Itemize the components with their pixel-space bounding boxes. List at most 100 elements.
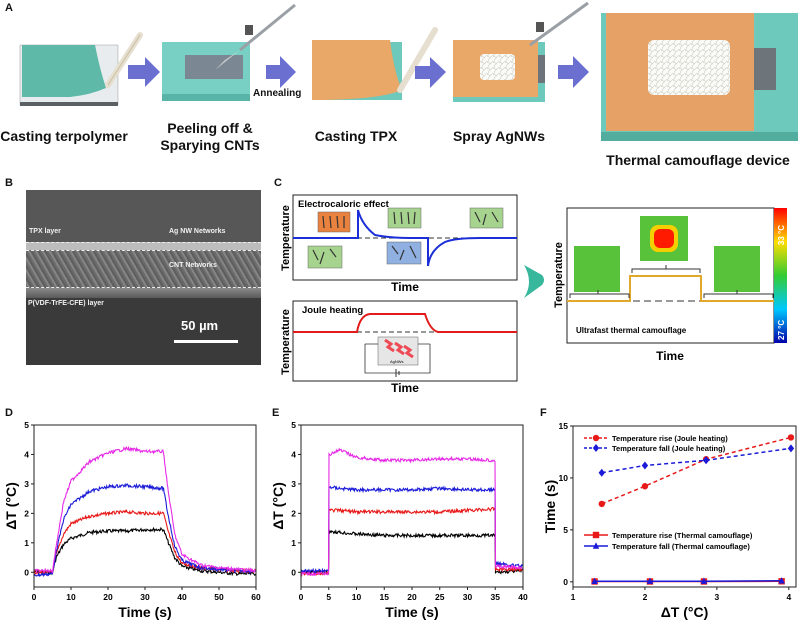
y-tick-label: 5 — [563, 525, 568, 535]
series-line-black — [300, 529, 524, 576]
legend-label: Temperature rise (Thermal camouflage) — [612, 531, 753, 540]
x-tick-label: 2 — [643, 592, 648, 602]
chart-f: 1 2 3 4 0 5 10 15 ΔT (°C) Time (s) Temperature ris… — [542, 421, 797, 620]
thermal-camouflage-ylabel: Temperature — [553, 242, 565, 308]
y-axis-label: ΔT (°C) — [3, 482, 19, 530]
x-tick-label: 10 — [352, 592, 362, 602]
step-1-substrate — [19, 44, 119, 106]
plot-frame — [300, 424, 524, 588]
step-caption-casting-tpx: Casting TPX — [314, 128, 398, 144]
annotation-tpx-layer: TPX layer — [29, 228, 61, 235]
panel-label-f: F — [540, 407, 547, 419]
tpx-agnw-layer — [26, 242, 261, 250]
annotation-agnw-networks: Ag NW Networks — [169, 228, 226, 235]
thermal-camouflage-curve — [567, 275, 774, 302]
series-line-temperature-fall-joule-heating- — [601, 447, 792, 474]
panel-c-schematics: Electrocaloric effect Time Temperature A… — [280, 194, 787, 395]
y-axis-label: Time (s) — [542, 480, 558, 533]
step-5-device — [601, 13, 798, 141]
colorbar — [774, 208, 787, 343]
series-line-temperature-fall-thermal-camouflage- — [594, 580, 782, 583]
y-tick-label: 5 — [291, 420, 296, 430]
series-line-magenta — [300, 447, 524, 577]
colorbar-min-label: 27 °C — [777, 320, 786, 340]
process-arrow-1 — [128, 57, 160, 87]
y-tick-label: 5 — [24, 420, 29, 430]
x-tick-label: 20 — [103, 592, 113, 602]
data-point — [591, 577, 598, 584]
y-tick-label: 2 — [24, 508, 29, 518]
transition-arrow — [524, 265, 544, 298]
electrocaloric-ylabel: Temperature — [280, 205, 292, 271]
y-tick-label: 0 — [24, 567, 29, 577]
joule-heating-xlabel: Time — [391, 381, 419, 395]
series-line-magenta — [33, 445, 257, 575]
x-tick-label: 1 — [571, 592, 576, 602]
y-tick-label: 3 — [24, 479, 29, 489]
electrocaloric-xlabel: Time — [391, 280, 419, 294]
step-caption-spray-agnws: Spray AgNWs — [452, 128, 546, 144]
y-tick-label: 1 — [24, 538, 29, 548]
data-point — [641, 483, 649, 490]
step-caption-line1: Peeling off & — [167, 120, 253, 136]
thermal-image-off-2 — [714, 246, 760, 292]
legend-label: Temperature fall (Joule heating) — [612, 444, 726, 453]
sem-image: TPX layer Ag NW Networks CNT Networks P(… — [26, 190, 261, 365]
joule-heating-title: Joule heating — [302, 305, 363, 316]
plot-frame — [572, 425, 797, 588]
x-tick-label: 40 — [518, 592, 528, 602]
step-4-agnw — [453, 40, 545, 102]
annealing-label: Annealing — [253, 88, 301, 99]
step-3-tpx — [312, 40, 402, 100]
svg-text:AgNWs: AgNWs — [390, 359, 404, 364]
data-point — [641, 461, 649, 470]
pipette-icon-2 — [397, 27, 438, 93]
x-tick-label: 60 — [251, 592, 261, 602]
x-tick-label: 25 — [435, 592, 445, 602]
annotation-pvdf-layer: P(VDF-TrFE-CFE) layer — [28, 300, 104, 307]
panel-label-a: A — [5, 2, 13, 14]
x-tick-label: 5 — [326, 592, 331, 602]
process-arrow-2 — [266, 56, 296, 88]
x-tick-label: 20 — [407, 592, 417, 602]
legend-marker — [592, 444, 600, 452]
legend-marker — [592, 434, 600, 442]
x-axis-label: Time (s) — [118, 604, 171, 620]
series-line-temperature-rise-joule-heating- — [601, 436, 792, 505]
y-tick-label: 10 — [559, 473, 569, 483]
joule-heating-ylabel: Temperature — [280, 309, 292, 375]
step-caption-device: Thermal camouflage device — [606, 152, 790, 168]
legend-marker — [592, 531, 600, 539]
panel-label-c: C — [274, 177, 282, 189]
thermal-image-off-1 — [574, 246, 620, 292]
step-2-film — [162, 42, 250, 101]
chart-d: 0 10 20 30 40 50 60 0 1 2 3 4 5 Time (s) ΔT (°C) — [3, 420, 261, 620]
scale-bar-label: 50 µm — [181, 318, 219, 333]
process-arrow-3 — [415, 57, 446, 88]
annotation-cnt-networks: CNT Networks — [169, 262, 217, 269]
data-point — [646, 577, 654, 584]
y-tick-label: 0 — [291, 567, 296, 577]
airbrush-icon — [215, 3, 296, 70]
y-axis-label: ΔT (°C) — [270, 482, 286, 530]
scale-bar — [174, 340, 238, 343]
step-caption-casting-terpolymer: Casting terpolymer — [0, 128, 128, 144]
x-tick-label: 0 — [299, 592, 304, 602]
legend-label: Temperature fall (Thermal camouflage) — [612, 542, 750, 551]
y-tick-label: 4 — [24, 449, 29, 459]
pipette-icon — [105, 32, 143, 88]
cnt-layer — [26, 250, 261, 288]
joule-heating-curve — [293, 313, 517, 333]
x-tick-label: 40 — [177, 592, 187, 602]
x-tick-label: 35 — [491, 592, 501, 602]
data-point — [598, 500, 605, 508]
y-tick-label: 2 — [291, 508, 296, 518]
x-tick-label: 50 — [214, 592, 224, 602]
series-line-black — [33, 526, 257, 577]
x-axis-label: Time (s) — [385, 604, 438, 620]
y-tick-label: 15 — [559, 421, 569, 431]
panel-a-schematic: Annealing — [19, 1, 798, 141]
data-point — [778, 577, 785, 584]
agnw-device-icon: AgNWs — [364, 336, 431, 377]
plot-frame — [33, 424, 257, 588]
